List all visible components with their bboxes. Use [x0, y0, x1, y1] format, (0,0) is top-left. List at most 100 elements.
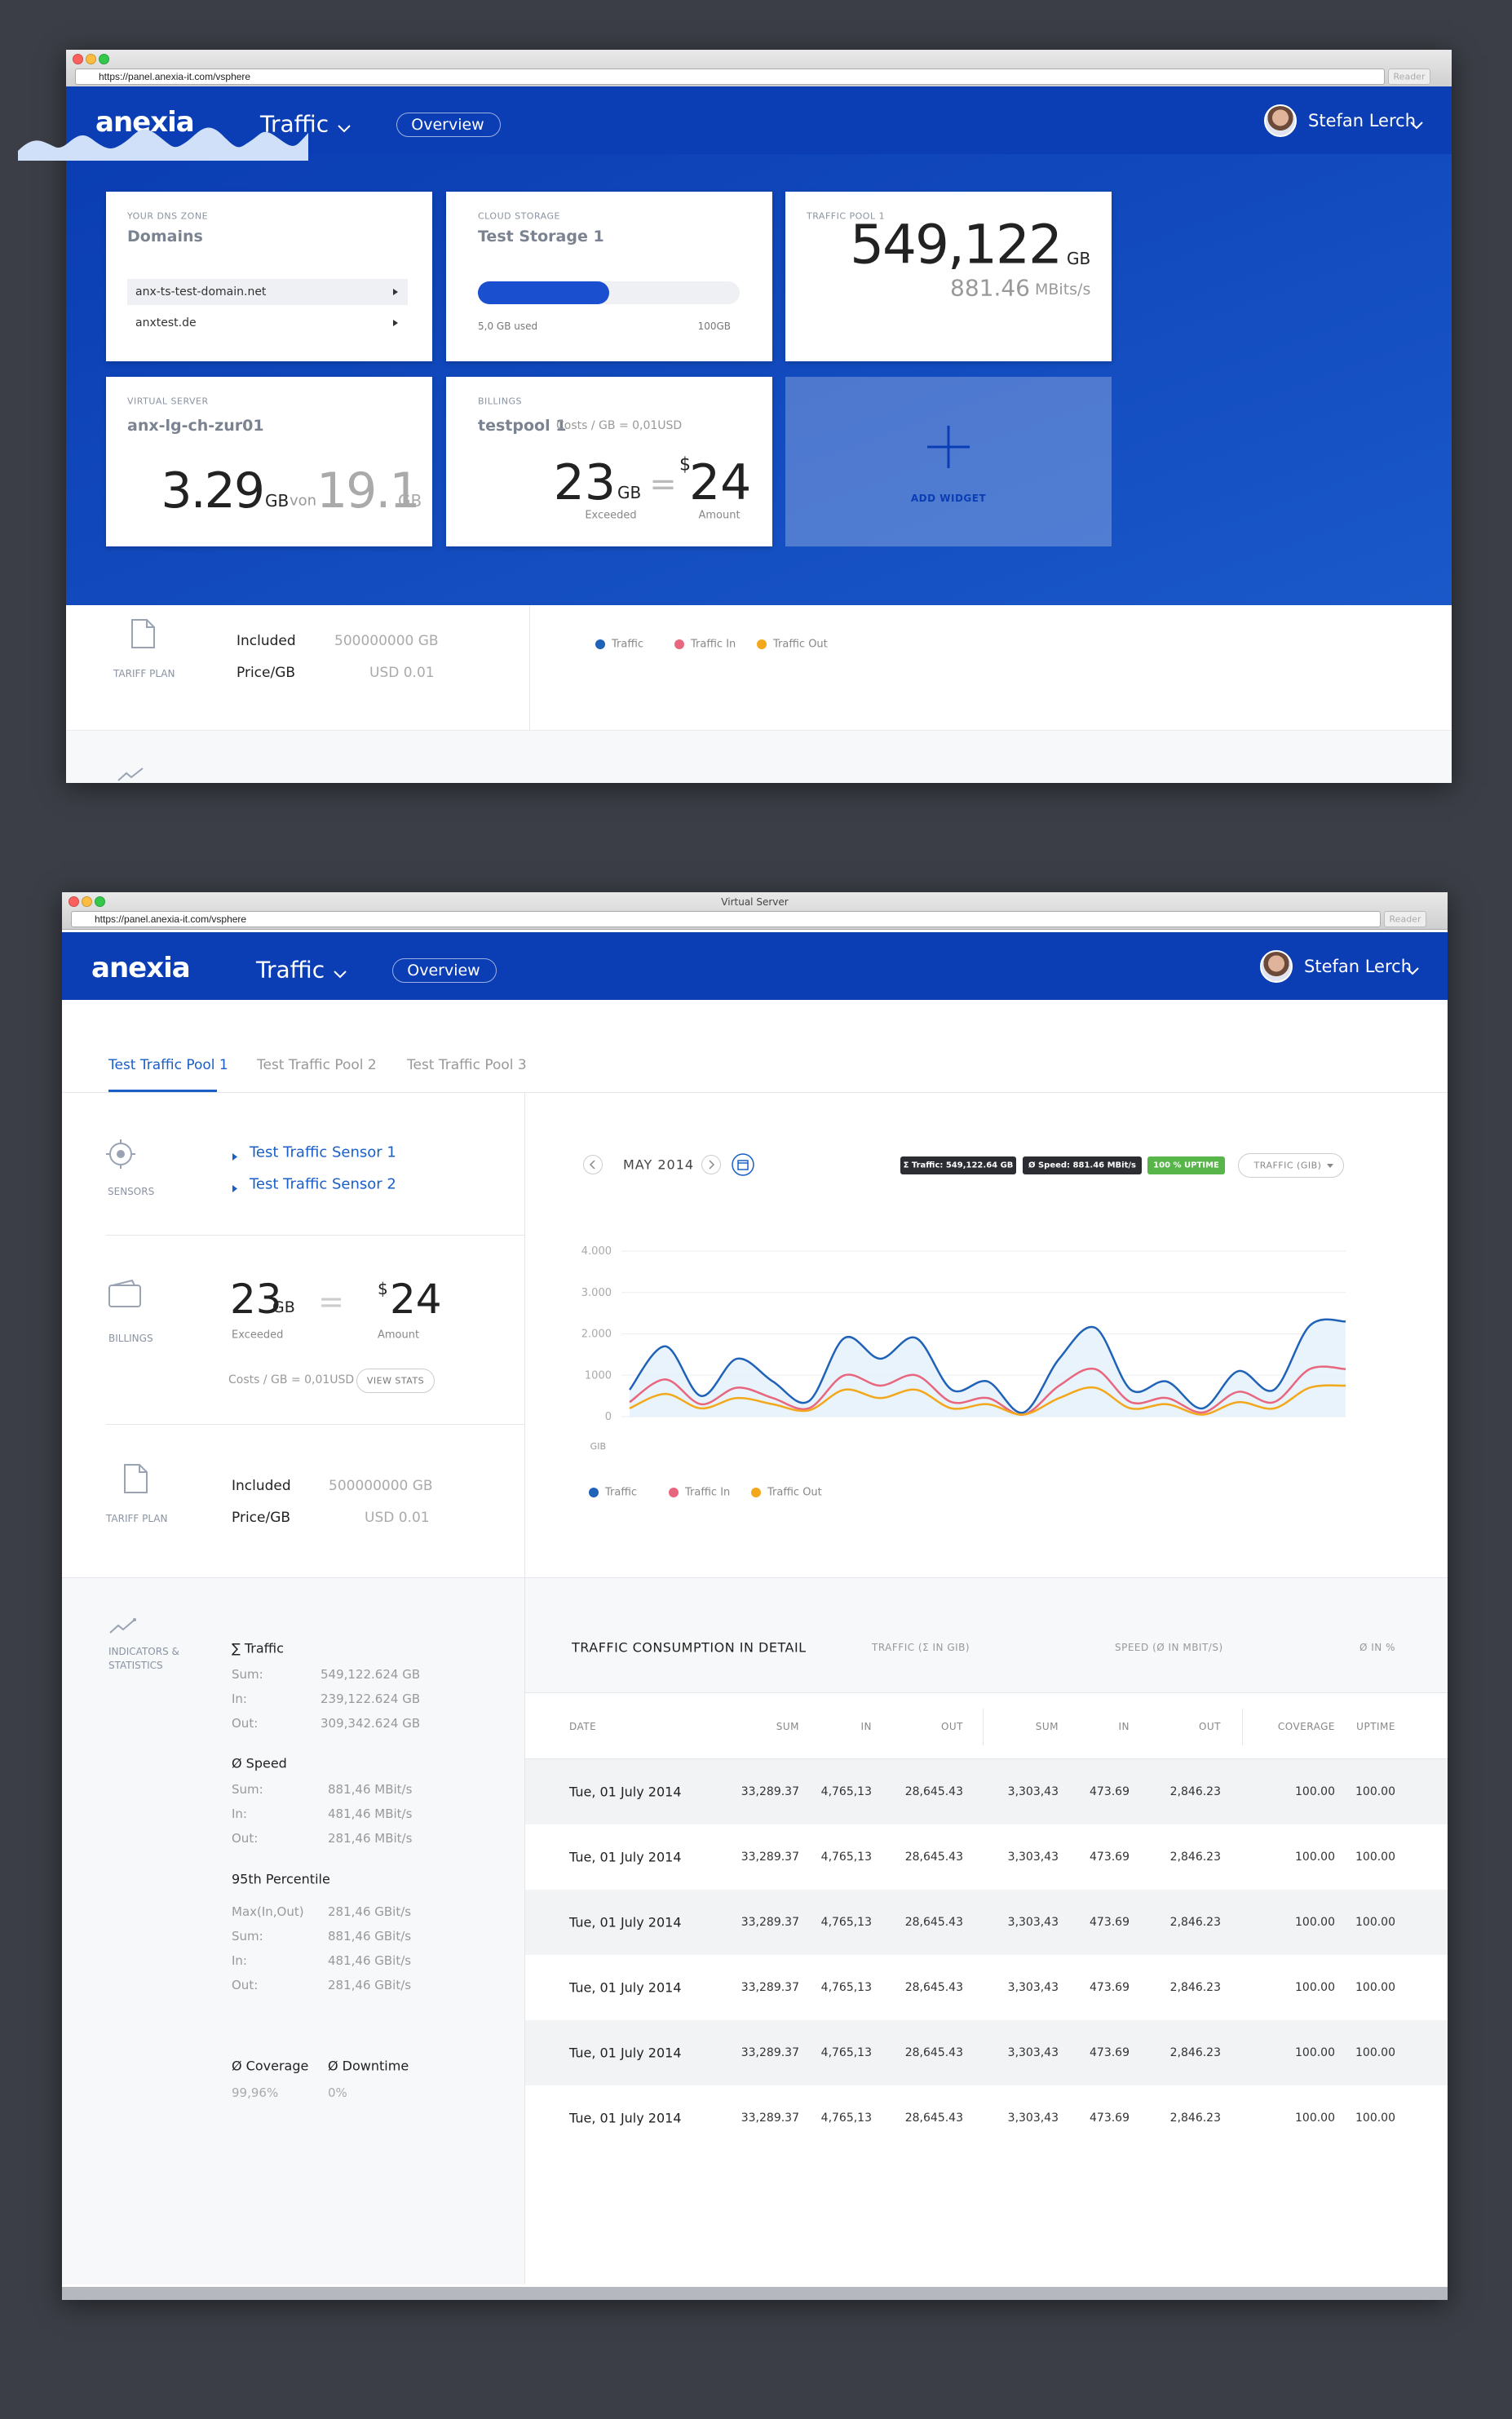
- window-button[interactable]: [99, 54, 109, 64]
- column-header: IN: [1118, 1721, 1130, 1732]
- stats-key: Sum:: [232, 1667, 263, 1682]
- section-line: [106, 1235, 524, 1236]
- section-menu[interactable]: Traffic: [256, 956, 325, 984]
- included-label: Included: [232, 1478, 291, 1494]
- badge-label: 100 % UPTIME: [1153, 1161, 1219, 1170]
- column-header: OUT: [1198, 1721, 1221, 1732]
- table-cell: 100.00: [1355, 1981, 1395, 1994]
- stats-key: Sum:: [232, 1782, 263, 1797]
- table-cell: 28,645.43: [904, 1916, 963, 1929]
- table-cell: 100.00: [1355, 1785, 1395, 1798]
- pool-value: 549,122: [850, 213, 1063, 276]
- traffic-pool-widget: TRAFFIC POOL 1 549,122 GB 881.46 MBits/s: [785, 192, 1112, 361]
- server-unit: GB: [265, 491, 290, 511]
- url-text: https://panel.anexia-it.com/vsphere: [95, 913, 247, 925]
- tariff-icon: [122, 1463, 149, 1494]
- tariff-icon-svg: [124, 1464, 148, 1493]
- y-tick-label: 1000: [585, 1369, 612, 1382]
- stats-label: INDICATORS & STATISTICS: [108, 1646, 179, 1671]
- table-cell: 100.00: [1355, 2112, 1395, 2125]
- reader-button[interactable]: Reader: [1388, 69, 1430, 85]
- table-cell: 100.00: [1295, 2112, 1335, 2125]
- table-cell: 100.00: [1295, 1916, 1335, 1929]
- tariff-label: TARIFF PLAN: [113, 668, 175, 679]
- billing-currency: $: [679, 454, 691, 475]
- stats-value: 481,46 MBit/s: [328, 1807, 413, 1821]
- legend-label: Traffic In: [685, 1486, 731, 1499]
- tab[interactable]: Test Traffic Pool 2: [257, 1057, 377, 1073]
- legend-label: Traffic Out: [767, 1486, 822, 1499]
- domain-item[interactable]: anxtest.de: [127, 310, 408, 336]
- window-button[interactable]: [86, 54, 96, 64]
- url-bar[interactable]: https://panel.anexia-it.com/vsphere: [71, 911, 1381, 927]
- stats-key: In:: [232, 1692, 247, 1706]
- user-menu[interactable]: Stefan Lerch: [1308, 111, 1417, 130]
- table-cell: 3,303,43: [1007, 2112, 1059, 2125]
- url-text: https://panel.anexia-it.com/vsphere: [99, 71, 251, 82]
- sensor-icon-svg: [106, 1139, 135, 1169]
- calendar-button[interactable]: [732, 1153, 754, 1176]
- pool-unit: GB: [1067, 249, 1091, 268]
- table-cell: 100.00: [1295, 1981, 1335, 1994]
- table-cell: 2,846.23: [1169, 1851, 1221, 1864]
- sensor-arrow-svg: [232, 1185, 237, 1192]
- month-arrow[interactable]: [583, 1155, 603, 1174]
- series-line: [628, 1318, 1346, 1414]
- overview-button[interactable]: Overview: [396, 113, 501, 137]
- widget-label: TRAFFIC POOL 1: [807, 210, 886, 222]
- tab[interactable]: Test Traffic Pool 3: [407, 1057, 527, 1073]
- add-widget[interactable]: ADD WIDGET: [785, 377, 1112, 546]
- y-tick-label: 4.000: [581, 1245, 612, 1258]
- column-group: SPEED (Ø IN MBIT/S): [1115, 1642, 1223, 1653]
- table-cell: 28,645.43: [904, 1851, 963, 1864]
- column-header: SUM: [776, 1721, 799, 1732]
- tab[interactable]: Test Traffic Pool 1: [108, 1057, 228, 1073]
- reader-label: Reader: [1393, 71, 1426, 82]
- section-chevron-svg: [334, 971, 347, 979]
- month-arrow[interactable]: [701, 1155, 721, 1174]
- dropdown-caret: [1327, 1164, 1333, 1168]
- tariff-icon-svg: [131, 619, 155, 648]
- table-row: [525, 2020, 1448, 2085]
- section-menu[interactable]: Traffic: [260, 110, 329, 138]
- view-stats-button[interactable]: VIEW STATS: [356, 1369, 435, 1393]
- stats-key: Out:: [232, 1831, 259, 1846]
- window-button[interactable]: [95, 896, 105, 907]
- overview-button[interactable]: Overview: [392, 958, 497, 983]
- stats-heading: Ø Speed: [232, 1755, 287, 1771]
- widget-label: VIRTUAL SERVER: [127, 396, 209, 407]
- window-button[interactable]: [73, 54, 83, 64]
- user-menu[interactable]: Stefan Lerch: [1304, 957, 1413, 976]
- coverage-label: Ø Coverage: [232, 2058, 309, 2074]
- stats-key: In:: [232, 1807, 247, 1821]
- included-label: Included: [237, 633, 296, 649]
- reader-button[interactable]: Reader: [1384, 911, 1426, 927]
- sensor-link[interactable]: Test Traffic Sensor 1: [250, 1143, 396, 1161]
- avatar: [1260, 950, 1293, 983]
- window-button[interactable]: [69, 896, 79, 907]
- table-cell: 473.69: [1090, 1785, 1130, 1798]
- window-button[interactable]: [82, 896, 92, 907]
- table-cell: 2,846.23: [1169, 2112, 1221, 2125]
- item-arrow: [393, 289, 398, 295]
- column-header: SUM: [1035, 1721, 1059, 1732]
- dropdown[interactable]: TRAFFIC (GIB): [1238, 1153, 1344, 1178]
- table-cell: 3,303,43: [1007, 2046, 1059, 2059]
- table-cell: Tue, 01 July 2014: [569, 2110, 682, 2126]
- badge: 100 % UPTIME: [1147, 1156, 1225, 1174]
- billings-label: BILLINGS: [108, 1333, 153, 1344]
- sensor-link[interactable]: Test Traffic Sensor 2: [250, 1175, 396, 1193]
- lower-strip: [66, 730, 1452, 783]
- month-label: MAY 2014: [623, 1156, 695, 1173]
- url-bar[interactable]: https://panel.anexia-it.com/vsphere: [75, 69, 1385, 85]
- table-cell: 2,846.23: [1169, 1785, 1221, 1798]
- y-axis-label: GIB: [590, 1441, 606, 1452]
- table-cell: 2,846.23: [1169, 2046, 1221, 2059]
- billing-exceeded: 23: [230, 1276, 282, 1323]
- price-value: USD 0.01: [369, 665, 435, 681]
- domain-item[interactable]: anx-ts-test-domain.net: [127, 279, 408, 305]
- column-divider: [529, 605, 530, 782]
- y-tick-label: 3.000: [581, 1287, 612, 1299]
- section-chevron: [337, 121, 351, 133]
